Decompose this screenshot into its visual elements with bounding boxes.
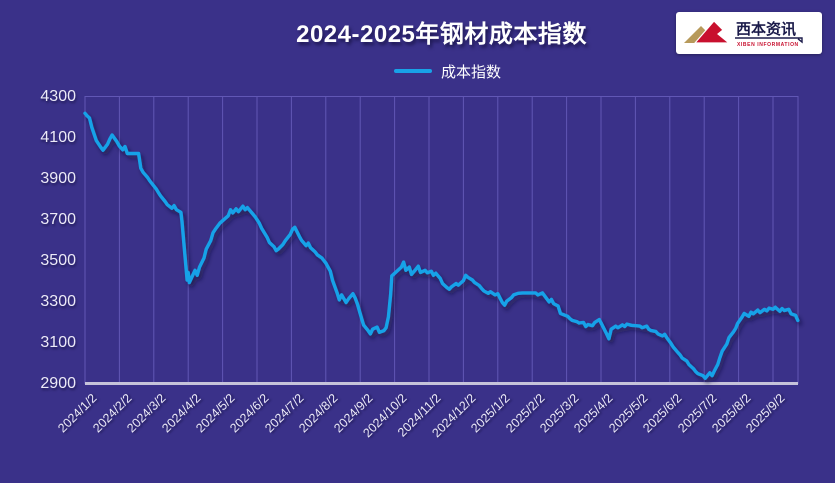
y-tick-label: 2900 — [40, 374, 76, 392]
plot-border — [84, 96, 799, 384]
chart-title: 2024-2025年钢材成本指数 — [296, 21, 587, 48]
cost-index-line[interactable] — [83, 111, 800, 380]
y-tick-label: 3100 — [40, 333, 76, 351]
y-tick-label: 3500 — [40, 251, 76, 269]
y-tick-label: 3300 — [40, 292, 76, 310]
legend-item-cost-index[interactable]: 成本指数 — [91, 61, 804, 81]
logo-underline-swoosh — [735, 37, 803, 44]
legend-label: 成本指数 — [440, 63, 501, 81]
logo-cn-text: 西本资讯 — [736, 20, 796, 38]
y-tick-label: 4100 — [40, 128, 76, 146]
legend-line-swatch — [393, 69, 432, 73]
logo-en-text: XIBEN INFORMATION — [737, 42, 799, 48]
y-tick-label: 4300 — [40, 87, 76, 105]
xiben-logo: 西本资讯 XIBEN INFORMATION — [676, 12, 822, 54]
y-tick-label: 3900 — [40, 169, 76, 187]
logo-mountain-red-icon — [693, 20, 731, 44]
y-tick-label: 3700 — [40, 210, 76, 228]
